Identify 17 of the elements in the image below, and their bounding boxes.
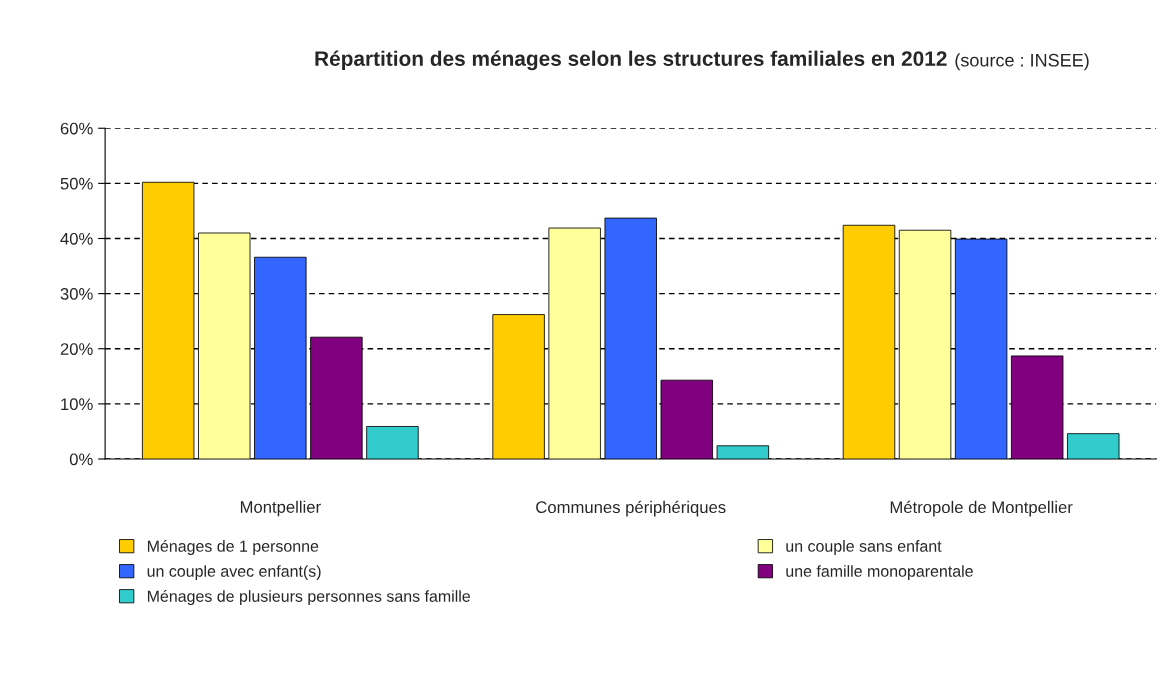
chart-title: Répartition des ménages selon les structures familiales en 2012 (315, 50, 947, 71)
x-tick-label: Communes périphériques (536, 500, 726, 517)
legend-label: Ménages de 1 personne (147, 539, 319, 555)
y-tick-label: 30% (60, 288, 93, 300)
y-tick-label: 50% (60, 177, 93, 190)
y-tick-label: 10% (61, 398, 93, 411)
y-tick-label: 40% (60, 232, 93, 245)
y-tick-label: 20% (60, 343, 93, 355)
x-tick-label: Montpellier (240, 500, 321, 517)
y-tick-label: 60% (60, 122, 93, 135)
legend-label: une famille monoparentale (786, 565, 973, 581)
y-tick-label: 0% (69, 453, 93, 466)
x-tick-label: Métropole de Montpellier (890, 500, 1073, 517)
legend-label: un couple sans enfant (786, 540, 942, 555)
text: (source : INSEE) (955, 53, 1089, 71)
legend-label: Ménages de plusieurs personnes sans famille (147, 589, 470, 606)
legend-label: un couple avec enfant(s) (147, 565, 321, 581)
